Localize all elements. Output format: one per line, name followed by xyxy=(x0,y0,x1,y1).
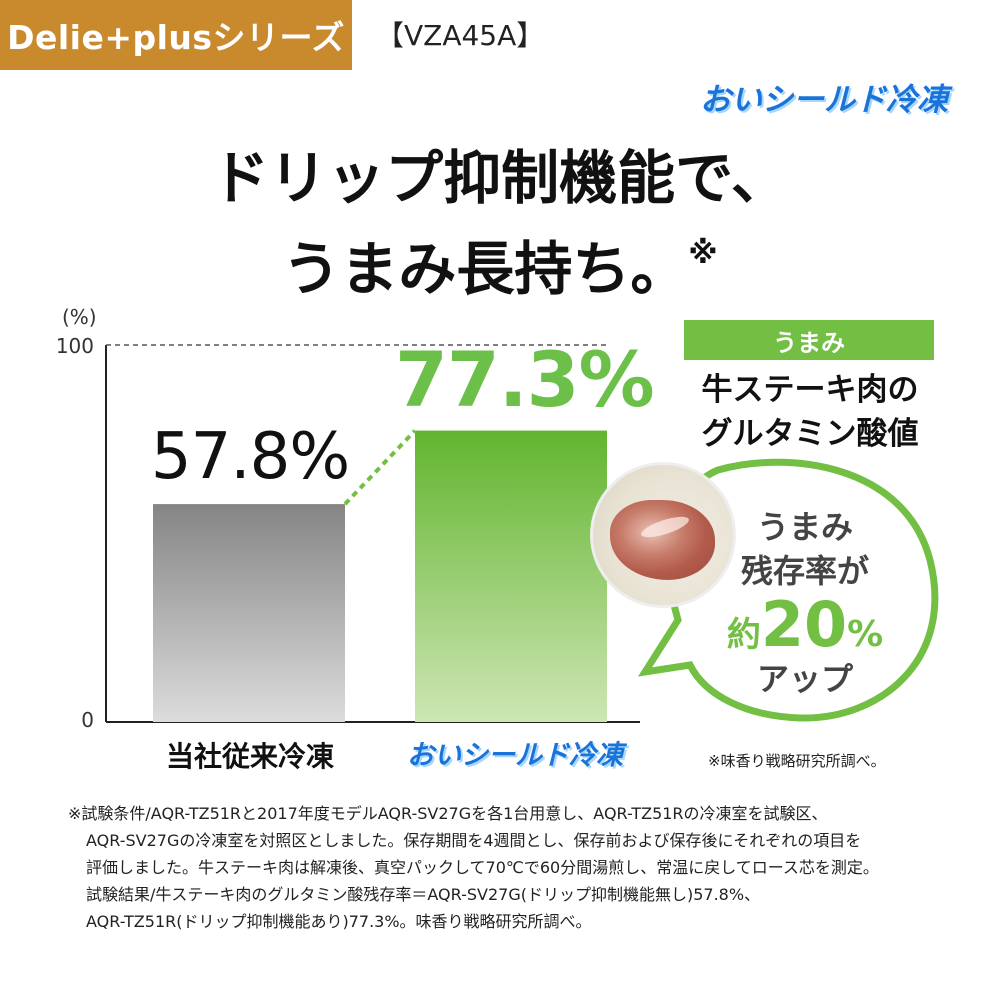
bubble-number: 20 xyxy=(760,588,848,661)
footnote: ※試験条件/AQR-TZ51Rと2017年度モデルAQR-SV27Gを各1台用意… xyxy=(68,800,948,935)
bar-oishield xyxy=(415,430,607,722)
y-tick-100: 100 xyxy=(55,334,94,358)
footnote-line: 評価しました。牛ステーキ肉は解凍後、真空パックして70℃で60分間湯煎し、常温に… xyxy=(86,858,879,877)
comparison-connector xyxy=(343,429,417,506)
bubble-line3: 約20% xyxy=(705,593,905,657)
y-axis-unit: (%) xyxy=(62,305,97,329)
footnote-line: ※試験条件/AQR-TZ51Rと2017年度モデルAQR-SV27Gを各1台用意… xyxy=(68,804,828,823)
bubble-text: うまみ 残存率が 約20% アップ xyxy=(705,505,905,701)
footnote-line: AQR-SV27Gの冷凍室を対照区としました。保存期間を4週間とし、保存前および… xyxy=(86,831,862,850)
model-number: 【VZA45A】 xyxy=(376,19,545,52)
y-tick-0: 0 xyxy=(81,708,94,732)
bubble-prefix: 約 xyxy=(726,615,761,655)
headline-line2: うまみ長持ち。※ xyxy=(0,216,1000,307)
beef-steak-image xyxy=(610,500,715,580)
umami-description: 牛ステーキ肉の グルタミン酸値 xyxy=(660,368,960,456)
bubble-line4: アップ xyxy=(756,660,853,698)
bar-conventional xyxy=(153,504,345,722)
headline-line1: ドリップ抑制機能で、 xyxy=(211,144,789,212)
series-badge: Delie+plusシリーズ xyxy=(0,0,352,70)
umami-desc-line2: グルタミン酸値 xyxy=(701,416,919,452)
bubble-line1: うまみ xyxy=(756,508,853,546)
footnote-line: 試験結果/牛ステーキ肉のグルタミン酸残存率＝AQR-SV27G(ドリップ抑制機能… xyxy=(86,885,761,904)
headline: ドリップ抑制機能で、 うまみ長持ち。※ xyxy=(0,140,1000,307)
bubble-unit: % xyxy=(847,614,884,655)
footnote-line: AQR-TZ51R(ドリップ抑制機能あり)77.3%。味香り戦略研究所調べ。 xyxy=(86,912,592,931)
headline-line2-text: うまみ長持ち。 xyxy=(282,235,689,303)
category-label-oishield: おいシールド冷凍 xyxy=(407,740,623,771)
bar-value-label-oishield: 77.3% xyxy=(395,335,655,424)
category-label-conventional: 当社従来冷凍 xyxy=(165,740,334,773)
bubble-line2: 残存率が xyxy=(740,552,869,590)
brand-logo: おいシールド冷凍 xyxy=(700,81,948,118)
bar-value-label-conventional: 57.8% xyxy=(150,420,350,494)
umami-tag: うまみ xyxy=(684,320,934,360)
source-note: ※味香り戦略研究所調べ。 xyxy=(708,752,886,770)
umami-desc-line1: 牛ステーキ肉の xyxy=(701,372,919,408)
bars-group xyxy=(153,430,607,722)
headline-mark: ※ xyxy=(688,236,718,271)
